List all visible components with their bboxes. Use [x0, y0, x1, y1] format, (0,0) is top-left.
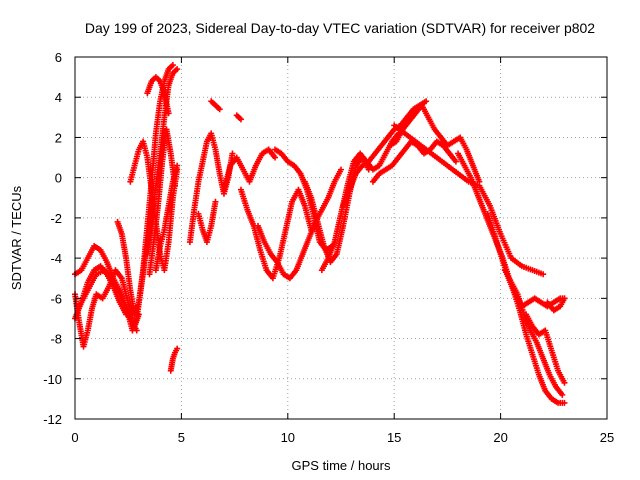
- chart-title: Day 199 of 2023, Sidereal Day-to-day VTE…: [85, 20, 595, 36]
- data-point: [561, 399, 568, 406]
- data-point: [216, 106, 223, 113]
- y-tick-label: 4: [55, 90, 62, 105]
- series-arc-25: [391, 122, 547, 278]
- y-tick-label: -2: [50, 211, 62, 226]
- series-arc-9: [144, 74, 172, 117]
- data-point: [561, 379, 568, 386]
- y-tick-label: 0: [55, 171, 62, 186]
- data-point: [423, 98, 430, 105]
- series-arc-11: [167, 345, 181, 374]
- data-point: [169, 62, 176, 69]
- series-arc-21: [318, 130, 402, 274]
- series-arc-14: [208, 98, 223, 113]
- series-arc-15: [233, 112, 244, 123]
- data-point: [237, 116, 244, 123]
- y-tick-label: -8: [50, 332, 62, 347]
- x-tick-label: 10: [281, 430, 295, 445]
- data-point: [165, 110, 172, 117]
- axis-ticks: [74, 56, 608, 420]
- y-tick-labels: -12 -10 -8 -6 -4 -2 0 2 4 6: [43, 50, 62, 427]
- x-tick-label: 15: [387, 430, 401, 445]
- y-tick-label: 6: [55, 50, 62, 65]
- data-point: [561, 295, 568, 302]
- data-point: [452, 158, 459, 165]
- y-tick-label: -6: [50, 291, 62, 306]
- series-arc-30: [544, 295, 568, 314]
- series-arc-28: [501, 267, 566, 398]
- y-tick-label: -10: [43, 372, 62, 387]
- data-point: [174, 162, 181, 169]
- x-tick-label: 25: [600, 430, 614, 445]
- x-tick-labels: 0 5 10 15 20 25: [71, 430, 614, 445]
- series-arc-12: [186, 130, 236, 246]
- data-point: [229, 150, 236, 157]
- series-arc-29: [523, 311, 568, 386]
- x-tick-label: 20: [493, 430, 507, 445]
- y-tick-label: 2: [55, 130, 62, 145]
- data-point: [540, 271, 547, 278]
- data-point: [559, 391, 566, 398]
- data-point: [174, 345, 181, 352]
- series-arc-13: [195, 198, 219, 246]
- series-arc-24: [386, 102, 483, 185]
- x-axis-label: GPS time / hours: [292, 458, 391, 473]
- series-arc-16: [220, 146, 279, 193]
- data-point: [212, 198, 219, 205]
- plot-frame: [74, 56, 608, 420]
- series-arc-10: [152, 162, 181, 274]
- y-tick-label: -12: [43, 412, 62, 427]
- y-axis-label: SDTVAR / TECUs: [9, 185, 24, 290]
- data-points: [72, 62, 568, 406]
- data-point: [133, 327, 140, 334]
- x-tick-label: 5: [178, 430, 185, 445]
- series-arc-6: [114, 62, 176, 318]
- y-tick-label: -4: [50, 251, 62, 266]
- data-point: [272, 154, 279, 161]
- series-arc-4: [76, 267, 140, 334]
- data-point: [338, 166, 344, 173]
- data-point: [174, 66, 181, 73]
- series-arc-17: [237, 186, 315, 282]
- x-tick-label: 0: [71, 430, 78, 445]
